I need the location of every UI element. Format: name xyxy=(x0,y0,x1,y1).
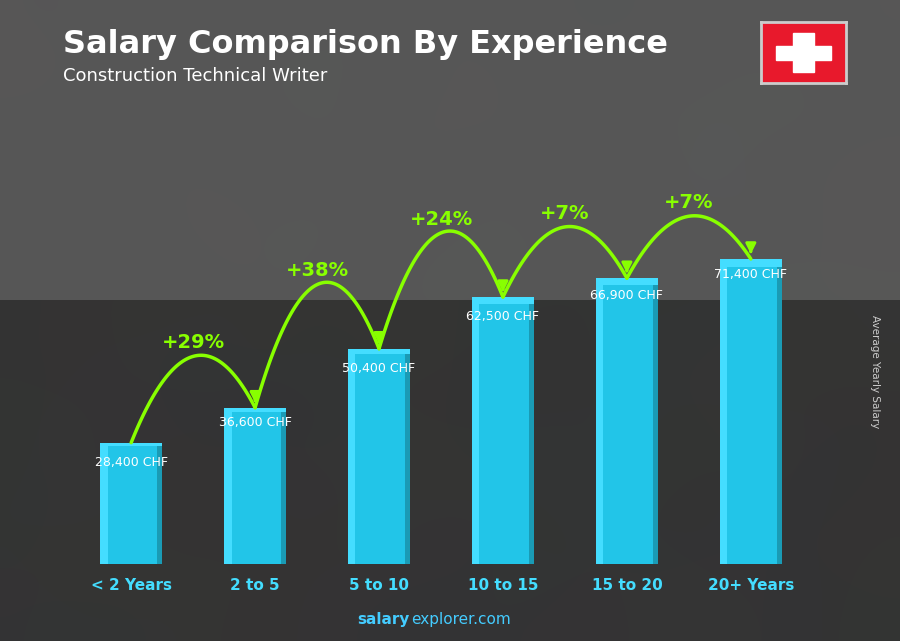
Text: +24%: +24% xyxy=(410,210,472,229)
Text: salary: salary xyxy=(357,612,410,627)
Bar xyxy=(224,408,231,564)
Text: 66,900 CHF: 66,900 CHF xyxy=(590,289,663,302)
Bar xyxy=(158,443,162,564)
Bar xyxy=(348,349,356,564)
Bar xyxy=(405,349,410,564)
Bar xyxy=(348,349,410,354)
Text: 36,600 CHF: 36,600 CHF xyxy=(219,416,292,429)
Bar xyxy=(100,443,162,564)
Bar xyxy=(720,259,782,564)
Bar xyxy=(777,259,782,564)
Text: +38%: +38% xyxy=(285,262,348,280)
Text: explorer.com: explorer.com xyxy=(411,612,511,627)
Bar xyxy=(529,297,534,564)
Bar xyxy=(224,408,286,564)
Bar xyxy=(596,278,603,564)
Bar xyxy=(348,349,410,564)
Bar xyxy=(652,278,658,564)
Bar xyxy=(720,259,782,267)
Bar xyxy=(596,278,658,285)
Text: Average Yearly Salary: Average Yearly Salary xyxy=(869,315,880,428)
Bar xyxy=(472,297,534,304)
Text: 71,400 CHF: 71,400 CHF xyxy=(715,267,788,281)
Bar xyxy=(720,259,727,564)
Bar xyxy=(224,408,286,412)
Text: 50,400 CHF: 50,400 CHF xyxy=(343,362,416,374)
Bar xyxy=(472,297,534,564)
Text: 28,400 CHF: 28,400 CHF xyxy=(94,456,167,469)
Text: Construction Technical Writer: Construction Technical Writer xyxy=(63,67,328,85)
Bar xyxy=(100,443,162,445)
Bar xyxy=(776,46,831,60)
Text: 62,500 CHF: 62,500 CHF xyxy=(466,310,539,323)
Text: +7%: +7% xyxy=(664,193,714,212)
Text: Salary Comparison By Experience: Salary Comparison By Experience xyxy=(63,29,668,60)
Bar xyxy=(100,443,108,564)
Text: +7%: +7% xyxy=(540,204,590,222)
Bar xyxy=(793,33,814,72)
Bar xyxy=(281,408,286,564)
Bar xyxy=(472,297,480,564)
Text: +29%: +29% xyxy=(162,333,225,352)
Bar xyxy=(596,278,658,564)
